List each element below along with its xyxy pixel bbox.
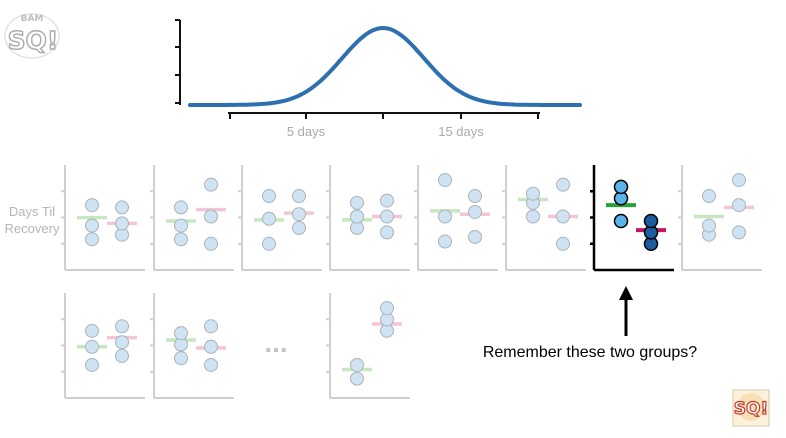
group-a-point — [438, 209, 452, 224]
group-b-point — [204, 357, 218, 372]
group-b-point — [115, 348, 129, 363]
group-a-point — [262, 236, 276, 251]
group-b-point — [468, 204, 482, 219]
group-a-point — [85, 232, 99, 247]
group-a-point — [85, 218, 99, 233]
sample-panels — [61, 165, 762, 399]
group-a-point — [85, 357, 99, 372]
group-b-point — [380, 301, 394, 316]
group-a-point — [350, 357, 364, 372]
group-b-point — [204, 209, 218, 224]
group-b-point — [115, 319, 129, 334]
group-a-point — [438, 173, 452, 188]
group-b-point — [204, 236, 218, 251]
sample-panel — [61, 165, 145, 271]
group-a-point — [85, 323, 99, 338]
group-b-point — [292, 220, 306, 235]
x-tick-label-15-days: 15 days — [438, 124, 484, 139]
group-a-point — [174, 200, 188, 215]
group-a-point — [174, 326, 188, 341]
group-b-point — [204, 319, 218, 334]
group-a-point — [350, 195, 364, 210]
group-b-point — [556, 209, 570, 224]
group-a-point — [350, 371, 364, 386]
group-b-point — [732, 173, 746, 188]
sample-panel — [150, 165, 234, 271]
group-b-point — [115, 216, 129, 231]
group-a-point — [174, 351, 188, 366]
group-a-point — [613, 213, 629, 229]
group-a-point — [350, 209, 364, 224]
group-b-point — [204, 177, 218, 192]
normal-curve — [188, 25, 582, 107]
group-a-point — [526, 186, 540, 201]
group-b-point — [115, 335, 129, 350]
sample-panel — [326, 165, 410, 271]
group-b-point — [643, 213, 659, 229]
logo-banner-text: BAM — [21, 14, 44, 24]
y-axis-label-line-2: Recovery — [5, 221, 60, 236]
group-b-point — [292, 189, 306, 204]
group-a-point — [174, 232, 188, 247]
y-axis-label-line-1: Days Til — [9, 204, 55, 219]
group-b-point — [556, 236, 570, 251]
logo-text: SQ! — [8, 26, 59, 55]
sample-panel — [414, 165, 498, 271]
sample-panel — [326, 293, 410, 399]
group-a-point — [613, 179, 629, 195]
ellipsis: ... — [264, 327, 287, 358]
sample-panel — [502, 165, 586, 271]
group-b-point — [556, 177, 570, 192]
group-a-point — [702, 189, 716, 204]
group-b-point — [204, 339, 218, 354]
group-a-point — [262, 189, 276, 204]
group-b-point — [468, 189, 482, 204]
group-a-point — [702, 218, 716, 233]
sample-panel — [61, 293, 145, 399]
sample-panel — [238, 165, 322, 271]
group-a-point — [262, 211, 276, 226]
group-a-point — [526, 209, 540, 224]
normal-distribution-plot: 5 days 15 days — [175, 19, 582, 139]
group-b-point — [732, 225, 746, 240]
statquest-logo-small-icon: SQ! — [732, 389, 770, 427]
logo-small-text: SQ! — [734, 399, 768, 419]
x-tick-label-5-days: 5 days — [287, 124, 326, 139]
group-b-point — [115, 200, 129, 215]
group-b-point — [380, 193, 394, 208]
annotation-text: Remember these two groups? — [483, 344, 697, 361]
group-a-point — [174, 218, 188, 233]
group-a-point — [85, 198, 99, 213]
group-b-point — [732, 198, 746, 213]
sample-panel — [678, 165, 762, 271]
group-b-point — [380, 209, 394, 224]
group-b-point — [380, 225, 394, 240]
statquest-logo-icon: BAM SQ! — [4, 13, 60, 59]
group-b-point — [292, 207, 306, 222]
sample-panel — [150, 293, 234, 399]
group-a-point — [438, 234, 452, 249]
up-arrow-icon — [619, 286, 633, 336]
group-b-point — [468, 229, 482, 244]
group-a-point — [85, 339, 99, 354]
sample-panel — [590, 165, 674, 272]
